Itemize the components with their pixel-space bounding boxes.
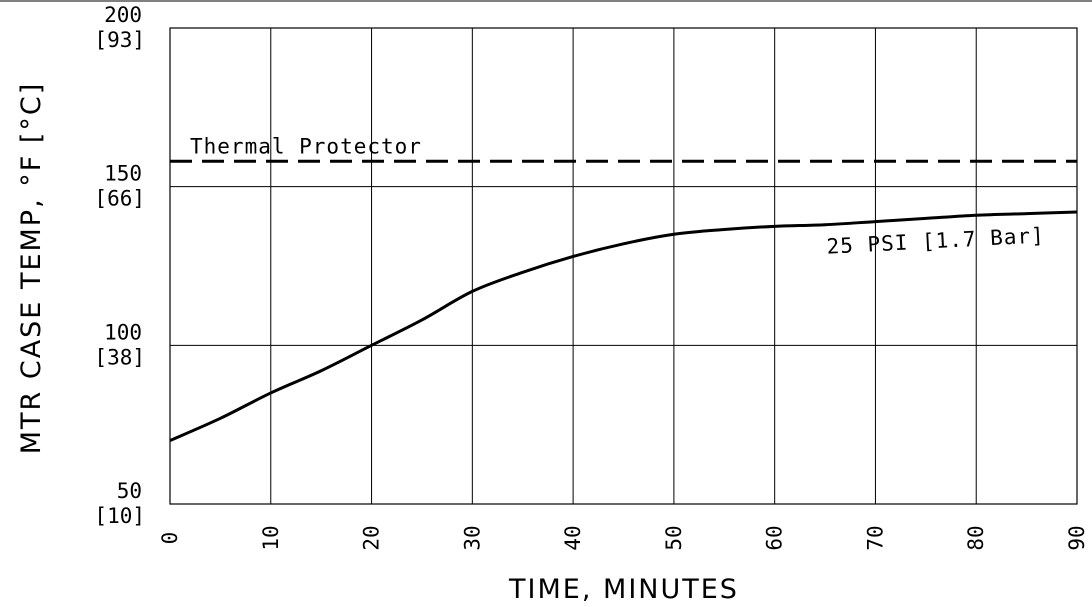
y-tick-labels: 200[93] 150[66] 100[38] 50[10] [94, 3, 145, 528]
x-tick-label: 20 [360, 525, 384, 550]
x-axis-title: TIME, MINUTES [508, 574, 739, 605]
y-tick-label-c: [66] [94, 187, 145, 211]
plot-area [169, 27, 1078, 505]
y-tick-label-f: 100 [104, 320, 142, 344]
y-tick-label-f: 50 [117, 479, 142, 503]
grid [170, 28, 1077, 504]
x-tick-labels: 0 10 20 30 40 50 60 70 80 90 [158, 525, 1089, 550]
x-tick-label: 70 [863, 525, 887, 550]
y-tick-label-c: [93] [94, 28, 145, 52]
y-tick-label-f: 150 [104, 162, 142, 186]
x-tick-label: 10 [259, 525, 283, 550]
y-tick-label-c: [10] [94, 504, 145, 528]
y-axis-title: MTR CASE TEMP, °F [°C] [16, 82, 47, 455]
x-tick-label: 60 [763, 525, 787, 550]
x-tick-label: 30 [460, 525, 484, 550]
series-line-25-psi [169, 210, 1078, 442]
x-tick-label: 80 [964, 525, 988, 550]
thermal-protector-label: Thermal Protector [190, 134, 422, 158]
y-tick-label-c: [38] [94, 345, 145, 369]
series-label-25-psi: 25 PSI [1.7 Bar] [826, 223, 1045, 258]
x-tick-label: 40 [561, 525, 585, 550]
x-tick-label: 90 [1065, 525, 1089, 550]
x-tick-label: 0 [158, 532, 182, 545]
y-tick-label-f: 200 [104, 3, 142, 27]
x-tick-label: 50 [662, 525, 686, 550]
